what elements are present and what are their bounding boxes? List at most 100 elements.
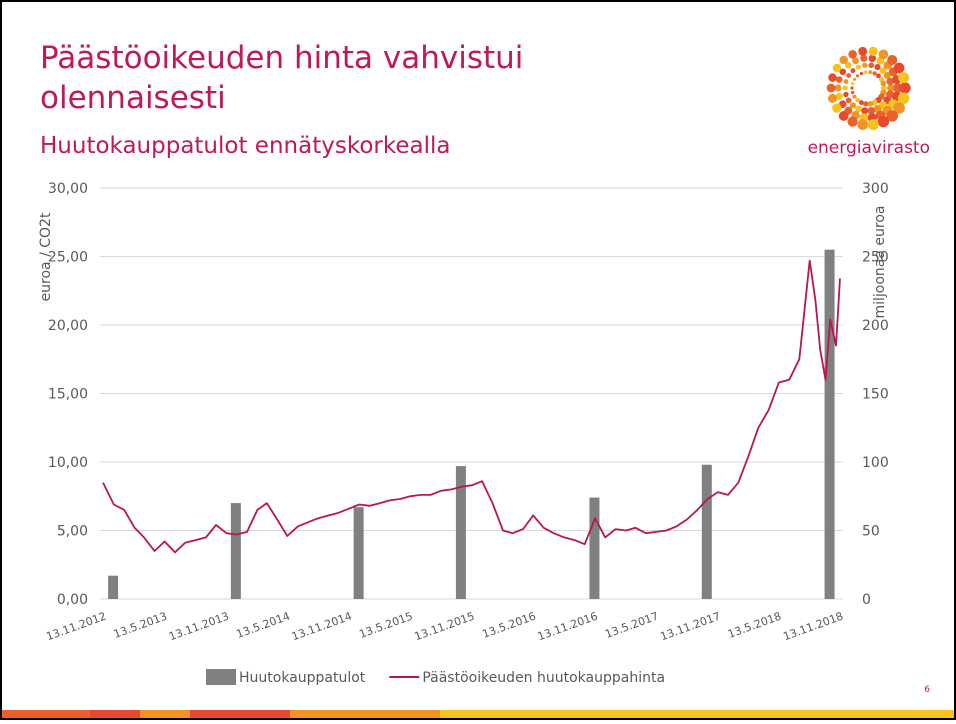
logo-dot bbox=[857, 119, 869, 130]
bar bbox=[824, 249, 835, 599]
logo-dot bbox=[846, 73, 852, 78]
y2-tick-label: 100 bbox=[862, 455, 889, 471]
y-tick-label: 0,00 bbox=[57, 592, 88, 608]
logo-dot bbox=[835, 92, 843, 101]
logo-dot bbox=[853, 77, 857, 81]
logo-dot bbox=[899, 82, 911, 94]
line bbox=[102, 259, 841, 554]
y-tick-label: 10,00 bbox=[48, 455, 88, 471]
legend-swatch bbox=[206, 669, 236, 685]
logo-dot bbox=[855, 74, 860, 78]
logo-dot bbox=[886, 77, 894, 86]
logo-dot bbox=[838, 111, 849, 121]
logo-dot bbox=[852, 94, 857, 99]
logo-dot bbox=[893, 62, 905, 74]
logo-dot bbox=[867, 107, 876, 115]
title: Päästöoikeuden hinta vahvistui bbox=[40, 40, 523, 76]
logo-dot bbox=[897, 72, 910, 84]
logo-dot bbox=[855, 105, 862, 113]
y2-tick-label: 250 bbox=[862, 250, 889, 266]
y2-tick-label: 0 bbox=[862, 592, 871, 608]
logo-dot bbox=[828, 73, 837, 82]
logo-dot bbox=[878, 76, 885, 82]
logo-dot bbox=[868, 54, 877, 63]
title: olennaisesti bbox=[40, 80, 226, 116]
legend-label: Huutokauppatulot bbox=[239, 670, 366, 686]
y2-tick-label: 50 bbox=[862, 524, 880, 540]
logo-dot bbox=[834, 84, 842, 92]
logo-dot bbox=[859, 71, 863, 76]
logo-dot bbox=[843, 91, 849, 98]
page-number: 6 bbox=[924, 685, 930, 695]
logo-dot bbox=[876, 73, 881, 79]
logo-dot bbox=[839, 55, 848, 65]
logo-dot bbox=[887, 84, 895, 92]
y-axis-label: euroa / CO2t bbox=[38, 212, 54, 301]
logo-dot bbox=[867, 100, 874, 107]
logo-dot bbox=[839, 68, 847, 76]
y-tick-label: 5,00 bbox=[57, 524, 88, 540]
logo-dot bbox=[877, 115, 890, 128]
logo-dot bbox=[863, 101, 869, 107]
y2-tick-label: 300 bbox=[862, 181, 889, 197]
logo-dot bbox=[850, 90, 855, 95]
logo-dot bbox=[872, 71, 877, 76]
bar bbox=[108, 575, 119, 599]
logo-dot bbox=[832, 63, 842, 73]
logo-graphic bbox=[826, 46, 911, 131]
logo-dot bbox=[867, 119, 879, 131]
y2-tick-label: 150 bbox=[862, 387, 889, 403]
logo-dot bbox=[860, 54, 868, 62]
logo-dot bbox=[879, 67, 887, 74]
logo-dot bbox=[850, 68, 856, 74]
y2-axis-label: miljoonaa euroa bbox=[872, 206, 888, 319]
logo-dot bbox=[886, 110, 899, 122]
logo-dot bbox=[871, 99, 878, 106]
logo-dot bbox=[883, 72, 891, 80]
logo-dot bbox=[881, 85, 887, 91]
logo-dot bbox=[858, 100, 864, 105]
logo-dot bbox=[868, 62, 875, 69]
bar bbox=[353, 507, 364, 599]
logo-dot bbox=[880, 80, 887, 87]
legend-label: Päästöoikeuden huutokauppahinta bbox=[422, 670, 665, 686]
logo-text: energiavirasto bbox=[808, 138, 930, 158]
y-tick-label: 30,00 bbox=[48, 181, 88, 197]
logo-dot bbox=[887, 54, 898, 66]
logo-dot bbox=[863, 70, 868, 74]
logo-dot bbox=[843, 79, 849, 84]
logo-dot bbox=[828, 93, 837, 103]
logo-dot bbox=[897, 92, 910, 105]
logo-dot bbox=[842, 85, 848, 91]
logo-dot bbox=[835, 76, 843, 83]
y2-tick-label: 200 bbox=[862, 318, 889, 334]
logo-dot bbox=[850, 86, 854, 90]
logo-dot bbox=[851, 81, 855, 86]
logo-dot bbox=[845, 97, 852, 104]
logo-dot bbox=[826, 83, 836, 93]
y-tick-label: 25,00 bbox=[48, 250, 88, 266]
logo-dot bbox=[861, 107, 869, 115]
logo-dot bbox=[849, 102, 857, 109]
subtitle: Huutokauppatulot ennätyskorkealla bbox=[40, 133, 450, 159]
bar bbox=[589, 497, 600, 599]
logo-dot bbox=[847, 116, 858, 127]
logo-dot bbox=[862, 62, 868, 68]
y-tick-label: 15,00 bbox=[48, 387, 88, 403]
logo-dot bbox=[874, 64, 881, 71]
logo-dot bbox=[852, 57, 859, 65]
logo-dot bbox=[858, 46, 868, 56]
logo-dot bbox=[855, 64, 861, 70]
bar bbox=[455, 466, 466, 599]
logo-dot bbox=[832, 103, 842, 113]
logo-dot bbox=[878, 49, 889, 60]
logo-dot bbox=[845, 62, 852, 69]
logo-dot bbox=[893, 102, 905, 114]
logo-dot bbox=[868, 70, 873, 75]
logo-dot bbox=[855, 97, 860, 103]
footer-strip bbox=[2, 710, 954, 718]
logo-dot bbox=[868, 46, 878, 57]
bar bbox=[701, 464, 712, 599]
logo-dot bbox=[848, 50, 857, 59]
